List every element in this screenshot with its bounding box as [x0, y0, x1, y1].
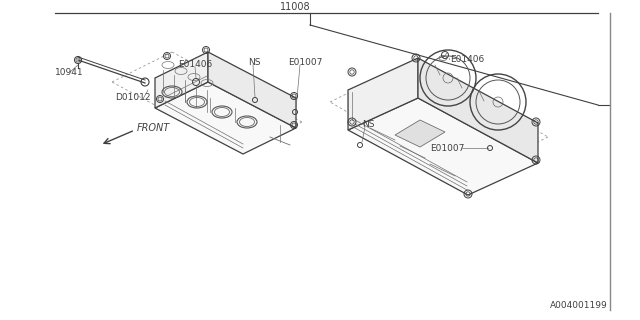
Text: A004001199: A004001199: [550, 301, 608, 310]
Text: NS: NS: [248, 58, 260, 67]
Text: E01007: E01007: [430, 143, 465, 153]
Polygon shape: [418, 58, 538, 163]
Polygon shape: [348, 58, 418, 130]
Text: E01007: E01007: [288, 58, 323, 67]
Text: E01406: E01406: [450, 54, 484, 63]
Text: E01406: E01406: [178, 60, 212, 68]
Polygon shape: [155, 52, 208, 108]
Text: 11008: 11008: [280, 2, 310, 12]
Text: FRONT: FRONT: [137, 123, 170, 133]
Polygon shape: [155, 82, 296, 154]
Polygon shape: [348, 98, 538, 195]
Text: NS: NS: [362, 119, 374, 129]
Polygon shape: [208, 52, 296, 128]
Text: D01012: D01012: [115, 92, 150, 101]
Text: 10941: 10941: [55, 68, 84, 76]
Polygon shape: [395, 120, 445, 147]
